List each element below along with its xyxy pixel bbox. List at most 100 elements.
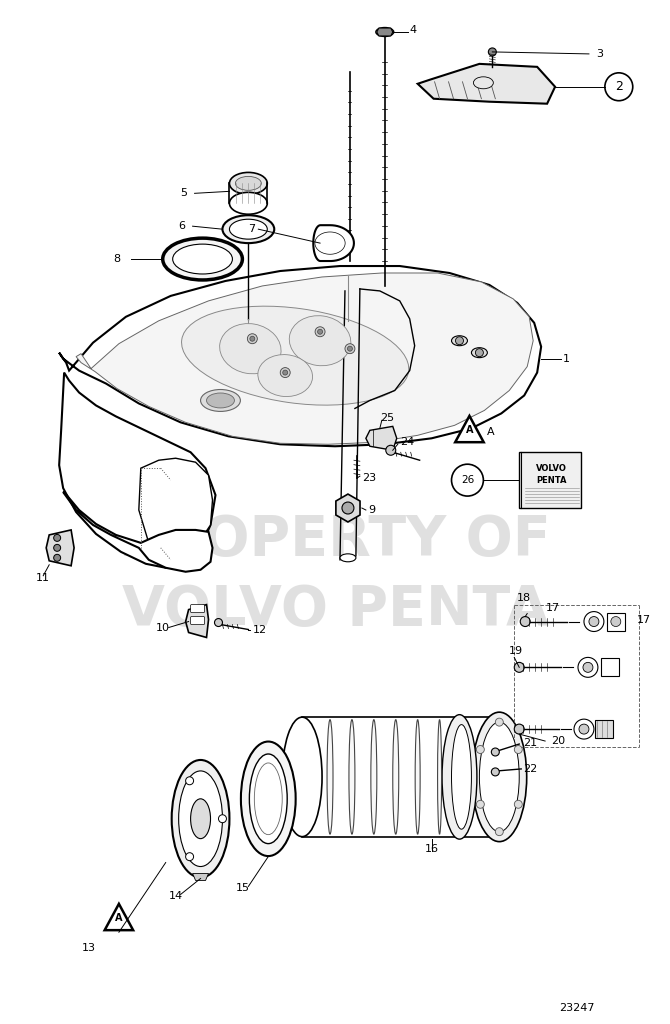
Ellipse shape — [474, 77, 493, 89]
Circle shape — [54, 545, 61, 551]
Ellipse shape — [452, 336, 468, 346]
Polygon shape — [336, 494, 360, 522]
Ellipse shape — [172, 760, 229, 878]
Ellipse shape — [452, 725, 472, 829]
Circle shape — [515, 745, 523, 754]
Circle shape — [584, 611, 604, 632]
Text: 18: 18 — [517, 593, 531, 603]
Text: 2: 2 — [615, 80, 622, 93]
Text: VOLVO PENTA: VOLVO PENTA — [121, 583, 549, 637]
FancyBboxPatch shape — [190, 616, 204, 625]
Circle shape — [54, 554, 61, 561]
Text: A: A — [466, 425, 473, 435]
Circle shape — [342, 502, 354, 514]
Text: 22: 22 — [523, 764, 537, 774]
Ellipse shape — [182, 306, 409, 406]
Polygon shape — [315, 232, 345, 254]
Polygon shape — [63, 493, 212, 571]
Polygon shape — [417, 63, 555, 103]
Ellipse shape — [340, 554, 356, 562]
Circle shape — [495, 718, 503, 726]
Ellipse shape — [393, 720, 399, 835]
Circle shape — [283, 370, 287, 375]
Ellipse shape — [206, 393, 234, 408]
Text: 4: 4 — [409, 25, 417, 35]
Circle shape — [345, 344, 355, 353]
Polygon shape — [105, 904, 133, 930]
Ellipse shape — [258, 354, 312, 396]
Text: 10: 10 — [155, 623, 170, 633]
Polygon shape — [76, 273, 533, 444]
Ellipse shape — [173, 244, 232, 274]
Circle shape — [476, 349, 483, 356]
Text: 14: 14 — [169, 892, 183, 901]
Ellipse shape — [235, 176, 261, 190]
FancyBboxPatch shape — [190, 604, 204, 612]
Ellipse shape — [163, 239, 243, 280]
Circle shape — [218, 815, 226, 822]
Ellipse shape — [327, 720, 333, 835]
Text: 5: 5 — [181, 188, 188, 199]
Circle shape — [318, 330, 322, 334]
Circle shape — [280, 368, 290, 378]
Polygon shape — [139, 458, 212, 550]
Text: VOLVO: VOLVO — [535, 464, 567, 473]
Ellipse shape — [255, 763, 282, 835]
Ellipse shape — [480, 722, 519, 831]
Circle shape — [386, 445, 396, 456]
Circle shape — [579, 724, 589, 734]
Text: 26: 26 — [461, 475, 474, 485]
Text: 3: 3 — [596, 49, 603, 59]
Circle shape — [574, 719, 594, 739]
FancyBboxPatch shape — [607, 612, 625, 631]
Ellipse shape — [179, 771, 222, 866]
Ellipse shape — [282, 717, 322, 837]
Ellipse shape — [415, 720, 420, 835]
Text: 9: 9 — [368, 505, 375, 515]
Text: 11: 11 — [36, 572, 50, 583]
FancyBboxPatch shape — [601, 658, 619, 676]
Ellipse shape — [289, 315, 351, 366]
Polygon shape — [366, 426, 397, 451]
Text: PROPERTY OF: PROPERTY OF — [119, 513, 551, 567]
Circle shape — [247, 334, 257, 344]
Text: A: A — [487, 427, 495, 437]
Circle shape — [250, 336, 255, 341]
Circle shape — [611, 616, 621, 627]
Text: 23247: 23247 — [559, 1002, 594, 1013]
Circle shape — [488, 48, 496, 56]
Circle shape — [515, 801, 523, 808]
Circle shape — [495, 827, 503, 836]
Ellipse shape — [229, 193, 267, 214]
Ellipse shape — [229, 219, 267, 240]
Circle shape — [491, 768, 499, 776]
Circle shape — [186, 777, 194, 784]
Text: 17: 17 — [636, 614, 651, 625]
Circle shape — [605, 73, 632, 100]
Circle shape — [515, 663, 524, 673]
Text: 25: 25 — [380, 414, 394, 423]
Circle shape — [476, 745, 484, 754]
Polygon shape — [314, 225, 354, 261]
Text: 20: 20 — [551, 736, 565, 746]
Ellipse shape — [376, 28, 394, 37]
Ellipse shape — [349, 720, 355, 835]
Circle shape — [515, 724, 524, 734]
Ellipse shape — [190, 799, 210, 839]
Ellipse shape — [222, 215, 274, 243]
Text: PENTA: PENTA — [536, 475, 566, 484]
Ellipse shape — [200, 389, 241, 412]
Ellipse shape — [438, 720, 442, 835]
Text: 16: 16 — [425, 844, 439, 854]
Ellipse shape — [472, 712, 527, 842]
Text: 12: 12 — [253, 625, 267, 635]
Circle shape — [583, 663, 593, 673]
Polygon shape — [192, 873, 208, 881]
Circle shape — [578, 657, 598, 677]
Text: 17: 17 — [546, 602, 560, 612]
Ellipse shape — [249, 754, 287, 844]
Ellipse shape — [442, 715, 477, 839]
Circle shape — [186, 853, 194, 860]
Circle shape — [452, 464, 483, 496]
Polygon shape — [377, 28, 393, 36]
